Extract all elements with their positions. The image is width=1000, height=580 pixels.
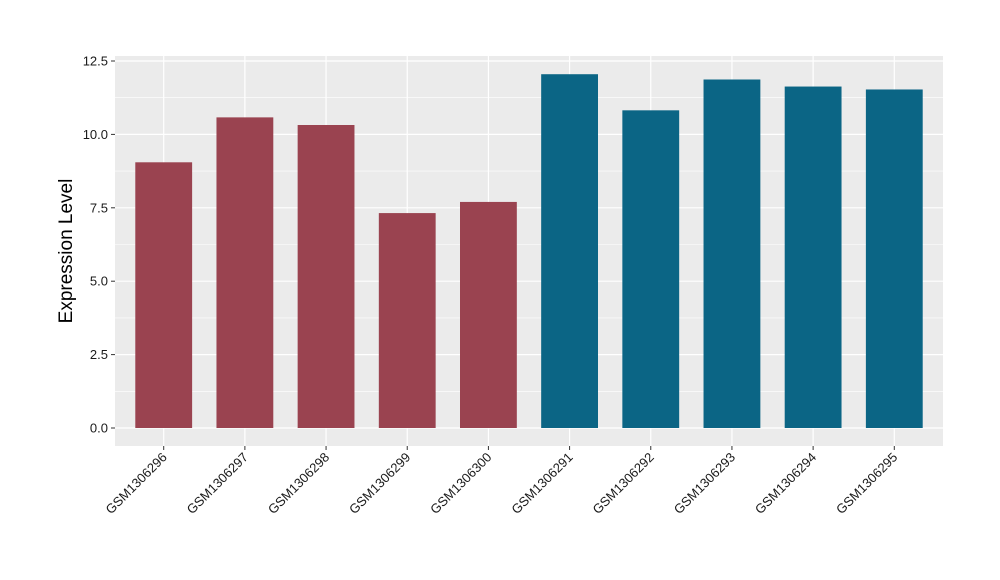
y-tick-label: 7.5 (90, 200, 108, 215)
bar-GSM1306296 (135, 162, 193, 429)
y-tick-label: 12.5 (83, 54, 108, 69)
bar-GSM1306298 (297, 125, 355, 429)
x-tick-label: GSM1306295 (833, 450, 900, 517)
x-tick-label: GSM1306292 (590, 450, 657, 517)
bars (135, 74, 923, 429)
y-tick-label: 10.0 (83, 127, 108, 142)
x-tick-label: GSM1306299 (346, 450, 413, 517)
y-tick-label: 0.0 (90, 421, 108, 436)
y-tick-label: 2.5 (90, 347, 108, 362)
x-tick-label: GSM1306298 (265, 450, 332, 517)
x-tick-label: GSM1306294 (752, 450, 819, 517)
bar-GSM1306291 (541, 74, 598, 428)
y-tick-label: 5.0 (90, 274, 108, 289)
bar-GSM1306293 (703, 79, 761, 429)
bar-GSM1306300 (460, 201, 517, 428)
y-axis: 0.0 2.5 5.0 7.5 10.0 12.5 (83, 54, 115, 436)
x-tick-label: GSM1306293 (671, 450, 738, 517)
bar-GSM1306299 (378, 213, 436, 428)
x-tick-label: GSM1306300 (427, 450, 494, 517)
x-tick-label: GSM1306291 (508, 450, 575, 517)
x-tick-label: GSM1306297 (184, 450, 251, 517)
x-tick-label: GSM1306296 (102, 450, 169, 517)
y-axis-title: Expression Level (56, 179, 77, 324)
bar-GSM1306297 (216, 117, 274, 428)
bar-GSM1306292 (622, 110, 680, 428)
bar-GSM1306295 (865, 89, 923, 429)
x-axis: GSM1306296 GSM1306297 GSM1306298 GSM1306299… (102, 446, 900, 517)
bar-GSM1306294 (784, 86, 842, 428)
